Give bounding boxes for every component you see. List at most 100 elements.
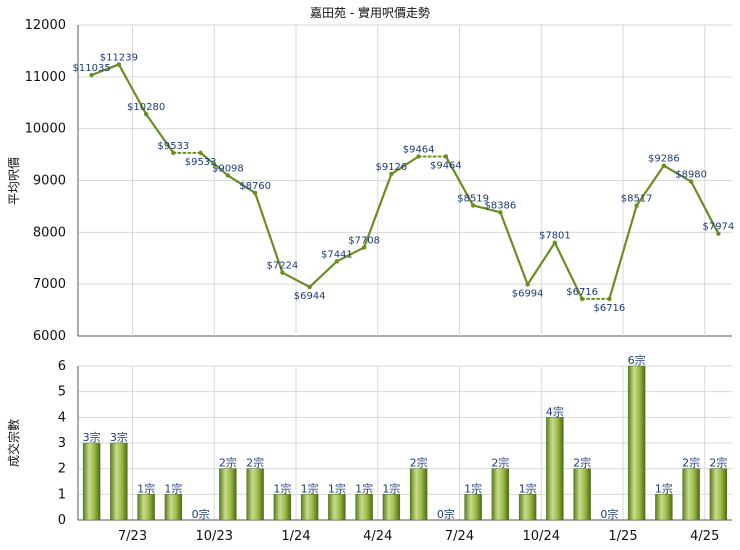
bar-y-tick: 2 <box>58 462 66 477</box>
line-y-tick: 9000 <box>33 174 66 189</box>
line-point-label: $7224 <box>266 261 298 272</box>
bar-value-label: 1宗 <box>137 481 155 495</box>
bar <box>409 468 428 521</box>
bar-value-label: 3宗 <box>110 430 128 444</box>
line-segment <box>199 151 229 177</box>
line-segment <box>363 172 393 249</box>
line-point-label: $9533 <box>157 141 189 152</box>
line-point <box>716 231 721 236</box>
line-segment <box>553 241 584 300</box>
line-segment <box>690 180 720 235</box>
line-segment <box>444 155 475 207</box>
line-point-label: $7708 <box>348 235 380 246</box>
line-point-label: $8760 <box>239 181 271 192</box>
bar-value-label: 1宗 <box>328 481 346 495</box>
line-point-label: $9464 <box>430 160 462 171</box>
line-point-label: $9126 <box>375 162 407 173</box>
bar <box>246 468 264 521</box>
line-y-ticks: 12000 11000 10000 9000 8000 7000 6000 <box>25 18 66 344</box>
line-point <box>416 154 421 159</box>
line-point <box>116 62 122 67</box>
line-y-tick: 11000 <box>25 70 66 85</box>
chart-title: 嘉田苑 - 實用呎價走勢 <box>310 5 430 20</box>
line-point <box>579 296 585 302</box>
x-tick-label: 4/25 <box>690 529 719 544</box>
line-point-label: $9286 <box>648 154 680 165</box>
bar-y-tick: 6 <box>58 359 66 374</box>
bar <box>355 494 373 521</box>
line-point <box>552 240 558 245</box>
line-point <box>198 150 203 156</box>
line-y-tick: 7000 <box>33 277 66 292</box>
bar <box>164 494 183 521</box>
bar-y-ticks: 6 5 4 3 2 1 0 <box>58 359 66 528</box>
bar <box>137 494 155 521</box>
line-segment <box>308 260 338 289</box>
line-point-label: $8980 <box>675 170 707 181</box>
line-point-label: $9098 <box>212 163 244 174</box>
line-point-label: $8519 <box>457 193 489 204</box>
bar-value-label: 2宗 <box>219 456 237 470</box>
x-tick-label: 10/23 <box>196 529 233 544</box>
x-tick-label: 4/24 <box>363 529 392 544</box>
bar-value-label: 6宗 <box>628 353 646 367</box>
bar-value-label: 1宗 <box>164 481 182 495</box>
line-point <box>252 190 258 196</box>
line-point-label: $8386 <box>484 200 516 211</box>
bar-value-label: 1宗 <box>382 481 400 495</box>
line-point-label: $7801 <box>539 231 571 242</box>
bar-series <box>82 365 728 521</box>
bar-value-label: 1宗 <box>301 481 319 495</box>
bar-value-label: 4宗 <box>546 404 564 418</box>
bar <box>273 494 292 521</box>
line-point <box>498 210 503 215</box>
x-tick-label: 1/25 <box>608 529 637 544</box>
x-tick-label: 7/23 <box>118 529 147 544</box>
bar <box>219 468 237 521</box>
bar <box>300 494 319 521</box>
bar <box>110 442 128 521</box>
bar-value-label: 1宗 <box>519 481 537 495</box>
bar-y-tick: 1 <box>58 487 66 502</box>
bar-value-label: 1宗 <box>273 481 291 495</box>
line-segment <box>117 63 148 116</box>
x-tick-label: 7/24 <box>445 529 474 544</box>
bar <box>518 494 537 521</box>
bar-y-tick: 3 <box>58 436 66 451</box>
bar <box>709 468 728 521</box>
bar-y-tick: 4 <box>58 410 66 425</box>
line-segment <box>635 164 665 207</box>
bar-value-label: 0宗 <box>600 507 618 521</box>
line-point <box>443 154 449 159</box>
bar-value-label: 2宗 <box>410 456 428 470</box>
bar-value-labels: 3宗 3宗 1宗 1宗 0宗 2宗 2宗 1宗 1宗 1宗 1宗 1宗 2宗 0宗 1宗 2宗 1宗 4宗 2宗 0宗… <box>83 353 728 521</box>
line-point-label: $7441 <box>321 249 353 260</box>
bar <box>655 494 673 521</box>
line-point <box>143 111 149 117</box>
line-point <box>688 179 694 184</box>
line-segment <box>390 155 420 176</box>
line-point <box>334 259 340 264</box>
bar-y-axis-label: 成交宗數 <box>6 419 21 467</box>
line-point <box>307 284 312 290</box>
bar <box>546 417 564 521</box>
x-axis-ticks: 7/23 10/23 1/24 4/24 7/24 10/24 1/25 4/25 <box>118 529 719 544</box>
bar <box>382 494 401 521</box>
bar-value-label: 2宗 <box>246 456 264 470</box>
line-segment <box>472 204 502 214</box>
bar <box>682 468 700 521</box>
bar-y-tick: 5 <box>58 385 66 400</box>
line-y-tick: 6000 <box>33 329 66 344</box>
line-segment <box>254 191 284 274</box>
line-point-label: $10280 <box>127 102 165 113</box>
bar-value-label: 1宗 <box>655 481 673 495</box>
line-point-label: $8517 <box>621 194 653 205</box>
bar-value-label: 2宗 <box>709 456 727 470</box>
line-segment <box>335 246 366 263</box>
line-point <box>661 163 667 168</box>
line-y-tick: 8000 <box>33 225 66 240</box>
line-point <box>634 203 639 208</box>
line-point-label: $9464 <box>403 144 435 155</box>
line-point <box>607 296 612 302</box>
